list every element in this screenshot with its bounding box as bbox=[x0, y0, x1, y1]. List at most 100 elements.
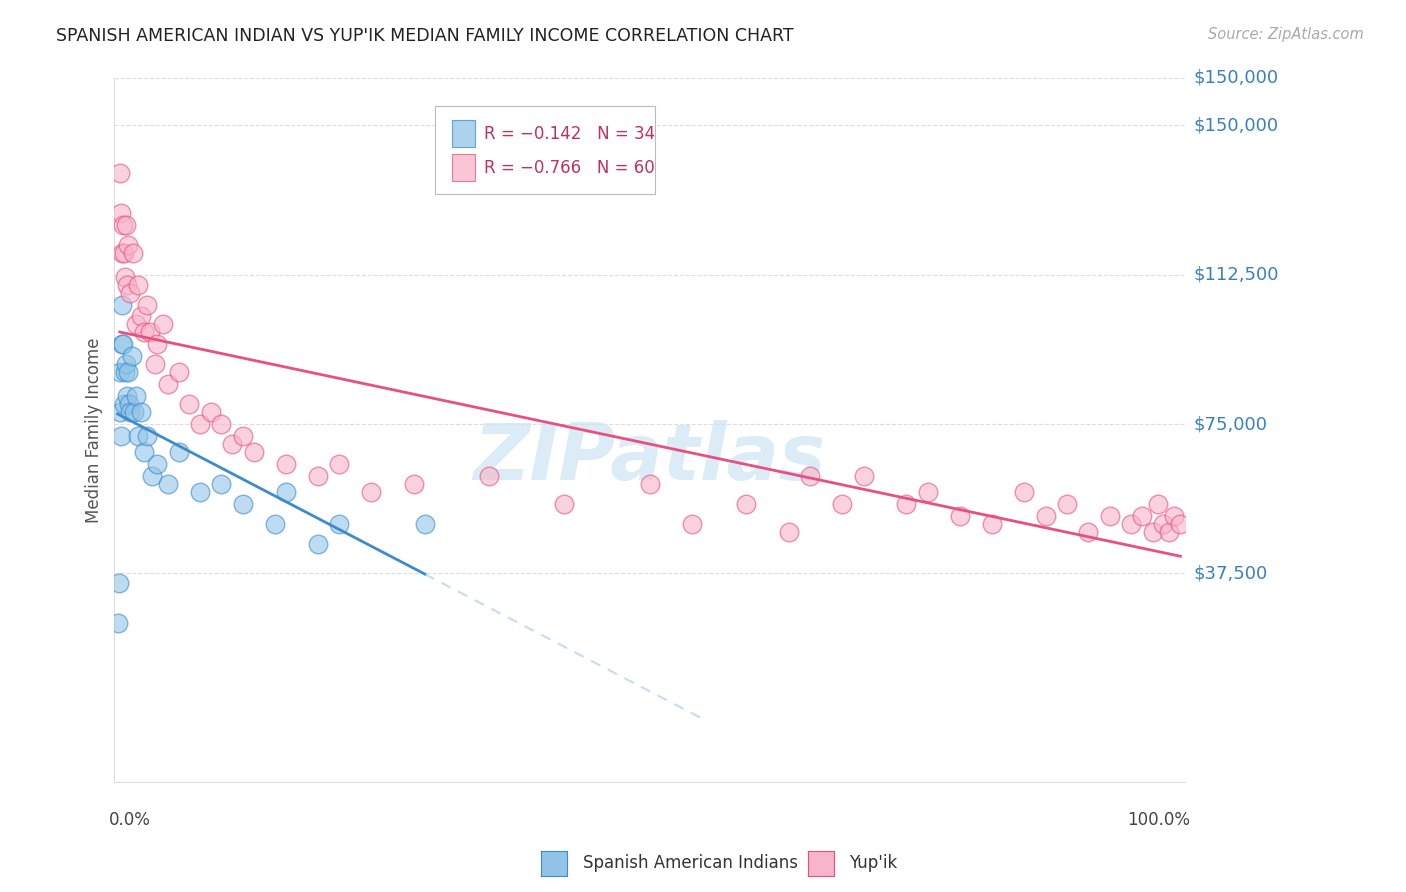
Text: SPANISH AMERICAN INDIAN VS YUP'IK MEDIAN FAMILY INCOME CORRELATION CHART: SPANISH AMERICAN INDIAN VS YUP'IK MEDIAN… bbox=[56, 27, 794, 45]
Point bbox=[125, 318, 148, 332]
Point bbox=[413, 516, 436, 531]
Point bbox=[114, 365, 136, 379]
FancyBboxPatch shape bbox=[436, 106, 655, 194]
Point bbox=[156, 377, 179, 392]
Point bbox=[1163, 508, 1185, 523]
Point bbox=[404, 476, 426, 491]
Point bbox=[167, 445, 190, 459]
Point bbox=[307, 536, 329, 550]
Point bbox=[114, 269, 136, 284]
Point bbox=[1142, 524, 1164, 539]
Point bbox=[117, 365, 139, 379]
Text: Source: ZipAtlas.com: Source: ZipAtlas.com bbox=[1208, 27, 1364, 42]
Point bbox=[167, 365, 190, 379]
Text: ZIPatlas: ZIPatlas bbox=[474, 420, 825, 496]
Point bbox=[981, 516, 1004, 531]
Point bbox=[799, 468, 821, 483]
Point bbox=[122, 405, 145, 419]
Point bbox=[112, 397, 135, 411]
Point bbox=[1077, 524, 1099, 539]
Point bbox=[896, 497, 918, 511]
Point bbox=[1056, 497, 1078, 511]
Text: $150,000: $150,000 bbox=[1194, 69, 1278, 87]
Point bbox=[108, 405, 131, 419]
Point bbox=[112, 245, 135, 260]
Point bbox=[141, 468, 163, 483]
Point bbox=[117, 277, 139, 292]
Text: Spanish American Indians: Spanish American Indians bbox=[583, 854, 799, 871]
Point bbox=[209, 476, 232, 491]
Point bbox=[146, 457, 169, 471]
Point bbox=[107, 616, 129, 631]
Point bbox=[1012, 484, 1035, 499]
Point bbox=[553, 497, 575, 511]
Point bbox=[209, 417, 232, 431]
Point bbox=[134, 445, 156, 459]
Point bbox=[115, 357, 138, 371]
Point bbox=[328, 457, 350, 471]
Point bbox=[156, 476, 179, 491]
Point bbox=[188, 484, 211, 499]
Text: 100.0%: 100.0% bbox=[1128, 811, 1189, 829]
Point bbox=[135, 297, 157, 311]
Text: R = −0.142   N = 34: R = −0.142 N = 34 bbox=[484, 125, 655, 143]
Text: $75,000: $75,000 bbox=[1194, 415, 1267, 433]
Point bbox=[360, 484, 382, 499]
Point bbox=[778, 524, 800, 539]
Point bbox=[917, 484, 939, 499]
FancyBboxPatch shape bbox=[451, 120, 475, 147]
Point bbox=[221, 437, 243, 451]
Point bbox=[852, 468, 875, 483]
Point bbox=[1130, 508, 1153, 523]
Point bbox=[111, 245, 134, 260]
Point bbox=[1157, 524, 1180, 539]
Point bbox=[179, 397, 201, 411]
Point bbox=[328, 516, 350, 531]
Text: Yup'ik: Yup'ik bbox=[849, 854, 897, 871]
Point bbox=[108, 365, 131, 379]
Point bbox=[111, 297, 134, 311]
Point bbox=[242, 445, 264, 459]
Point bbox=[1170, 516, 1192, 531]
Point bbox=[135, 429, 157, 443]
Point bbox=[138, 326, 160, 340]
Text: 0.0%: 0.0% bbox=[110, 811, 150, 829]
Point bbox=[125, 389, 148, 403]
Point bbox=[111, 218, 134, 232]
FancyBboxPatch shape bbox=[451, 154, 475, 181]
Point bbox=[1121, 516, 1143, 531]
Point bbox=[1152, 516, 1174, 531]
Point bbox=[478, 468, 501, 483]
Point bbox=[232, 497, 254, 511]
Point bbox=[127, 277, 149, 292]
Point bbox=[188, 417, 211, 431]
Point bbox=[307, 468, 329, 483]
Point bbox=[117, 237, 139, 252]
Point bbox=[831, 497, 853, 511]
Point bbox=[152, 318, 174, 332]
Point bbox=[111, 337, 134, 351]
Point bbox=[110, 206, 132, 220]
Point bbox=[110, 429, 132, 443]
Point bbox=[232, 429, 254, 443]
Point bbox=[134, 326, 156, 340]
Point bbox=[108, 166, 131, 180]
Point bbox=[121, 245, 143, 260]
Point bbox=[264, 516, 287, 531]
Point bbox=[120, 285, 142, 300]
Y-axis label: Median Family Income: Median Family Income bbox=[86, 337, 103, 523]
Point bbox=[143, 357, 166, 371]
Text: $112,500: $112,500 bbox=[1194, 266, 1278, 284]
Point bbox=[734, 497, 756, 511]
Point bbox=[146, 337, 169, 351]
Point bbox=[129, 405, 152, 419]
Point bbox=[127, 429, 149, 443]
Point bbox=[274, 484, 297, 499]
Point bbox=[117, 389, 139, 403]
Point bbox=[274, 457, 297, 471]
Point bbox=[200, 405, 222, 419]
Point bbox=[115, 218, 138, 232]
Point bbox=[1098, 508, 1121, 523]
Point bbox=[120, 405, 142, 419]
Point bbox=[107, 576, 129, 591]
